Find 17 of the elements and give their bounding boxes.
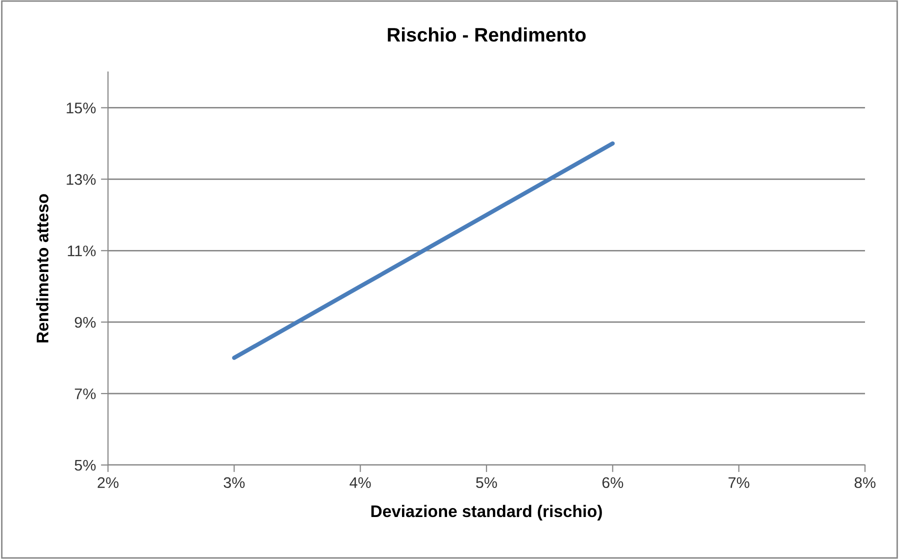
x-tick-label: 4% — [350, 477, 371, 488]
x-axis-title: Deviazione standard (rischio) — [371, 504, 602, 520]
x-tick-label: 6% — [602, 477, 624, 488]
x-tick-label: 5% — [476, 477, 497, 488]
y-tick-label: 11% — [68, 246, 96, 256]
x-tick-label: 3% — [224, 477, 245, 488]
x-tick-label: 8% — [854, 477, 876, 488]
y-tick-label: 9% — [74, 316, 96, 328]
x-tick-label: 2% — [98, 477, 118, 488]
y-tick-label: 13% — [66, 174, 96, 185]
y-axis-title: Rendimento atteso — [36, 194, 48, 342]
y-tick-label: 5% — [74, 460, 96, 471]
x-tick-label: 7% — [728, 477, 750, 488]
y-tick-label: 15% — [66, 102, 96, 114]
chart-title: Rischio - Rendimento — [388, 27, 586, 42]
y-tick-label: 7% — [74, 388, 96, 400]
line-series — [232, 141, 615, 360]
